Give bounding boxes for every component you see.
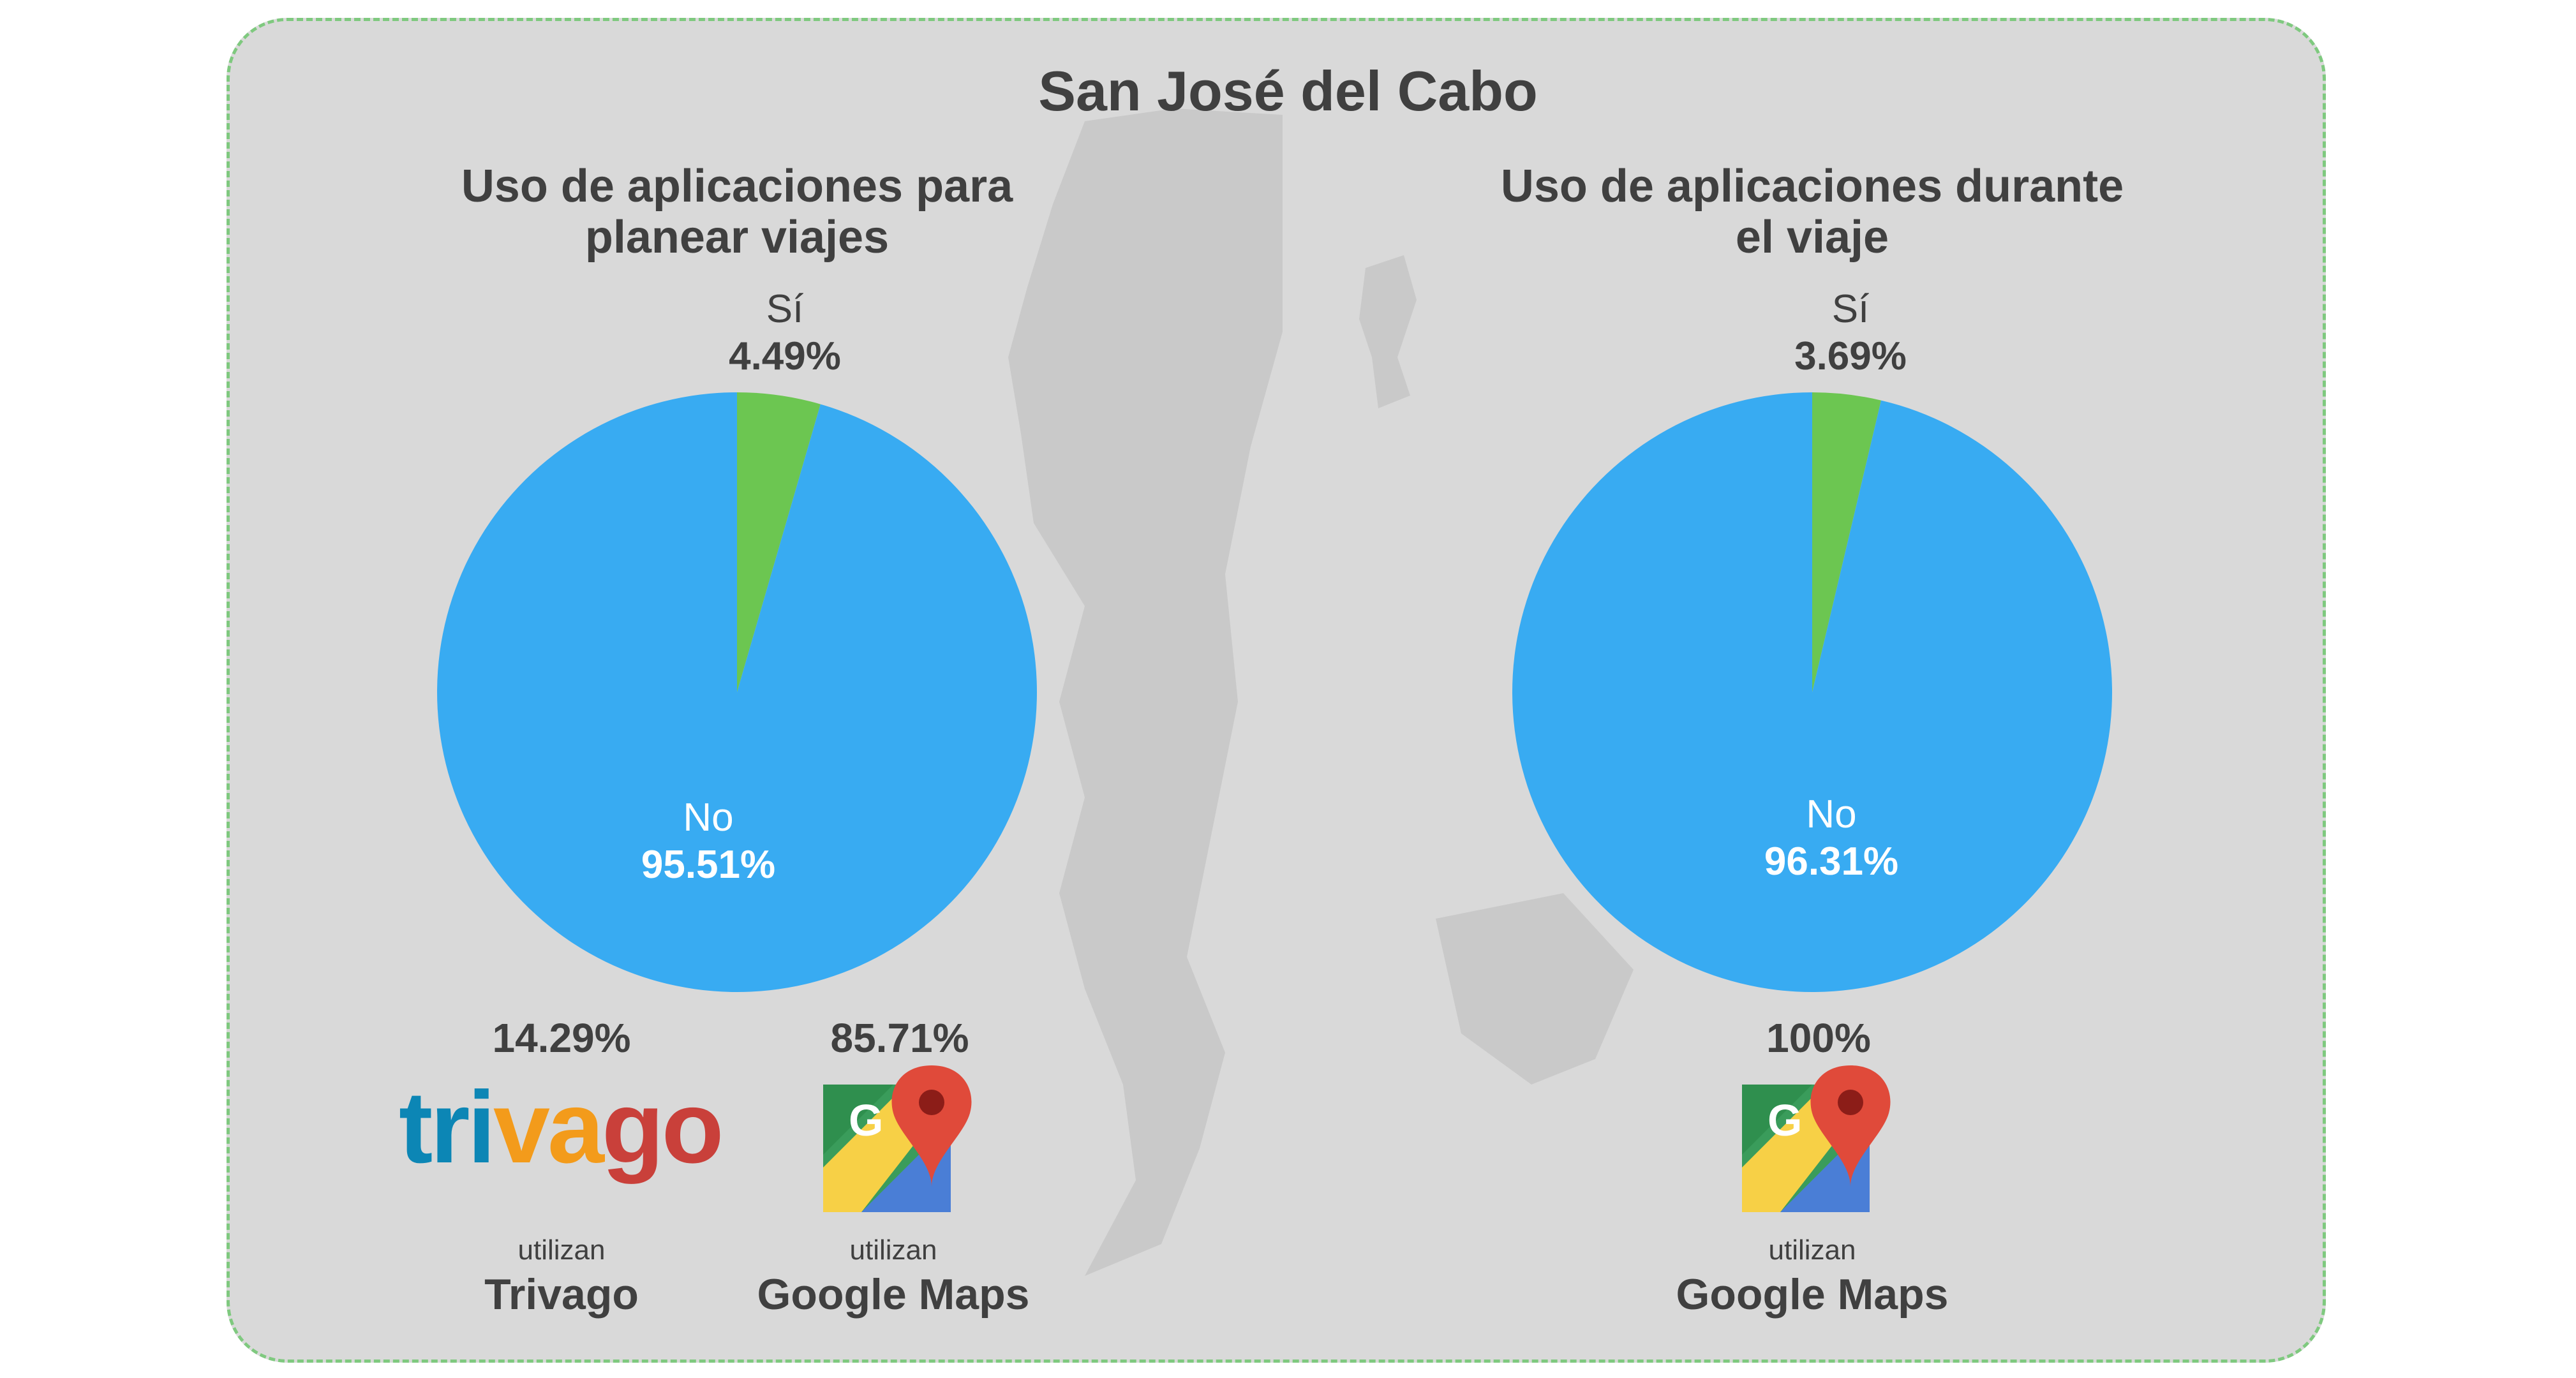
pie-1-slice-no	[1512, 392, 2112, 993]
slice-label-si: Sí	[1831, 287, 1870, 331]
chart-right-no-label: No 96.31%	[1736, 791, 1927, 885]
chart-right-si-label: Sí 3.69%	[1768, 286, 1933, 380]
chart-left-si-label: Sí 4.49%	[702, 286, 868, 380]
gmaps-name-during: Google Maps	[1676, 1270, 1949, 1319]
trivago-caption: utilizan	[517, 1234, 606, 1266]
pie-0-slice-no	[436, 392, 1037, 992]
trivago-logo: trivago	[399, 1070, 724, 1184]
chart-right-title-line-1: Uso de aplicaciones durante	[1500, 161, 2124, 212]
svg-text:G: G	[849, 1095, 883, 1145]
gmaps-percent-during: 100%	[1766, 1015, 1871, 1061]
chart-left-title-line-1: Uso de aplicaciones para	[461, 161, 1013, 212]
slice-value-si: 3.69%	[1794, 334, 1907, 378]
gmaps-caption-planning: utilizan	[849, 1234, 937, 1266]
trivago-percent: 14.29%	[492, 1015, 631, 1061]
slice-label-si: Sí	[766, 287, 804, 331]
trivago-name: Trivago	[484, 1270, 639, 1319]
chart-left-no-label: No 95.51%	[613, 794, 804, 889]
svg-text:G: G	[1768, 1095, 1802, 1145]
slice-value-si: 4.49%	[729, 334, 841, 378]
page-title: San José del Cabo	[1038, 59, 1538, 122]
chart-right-title: Uso de aplicaciones durante el viaje	[1455, 161, 2170, 263]
chart-left-title: Uso de aplicaciones para planear viajes	[370, 161, 1104, 263]
pie-1-slice-si	[1812, 392, 1881, 692]
pie-0-slice-si	[737, 392, 821, 692]
slice-label-no: No	[1806, 792, 1857, 836]
slice-value-no: 95.51%	[641, 843, 776, 887]
gmaps-caption-during: utilizan	[1768, 1234, 1856, 1266]
chart-right-title-line-2: el viaje	[1735, 212, 1889, 263]
gmaps-name-planning: Google Maps	[757, 1270, 1030, 1319]
google-maps-icon: G	[823, 1065, 976, 1215]
gmaps-percent-planning: 85.71%	[830, 1015, 969, 1061]
slice-label-no: No	[683, 796, 734, 840]
slice-value-no: 96.31%	[1764, 840, 1899, 884]
google-maps-icon: G	[1742, 1065, 1895, 1215]
chart-left-title-line-2: planear viajes	[584, 212, 890, 263]
